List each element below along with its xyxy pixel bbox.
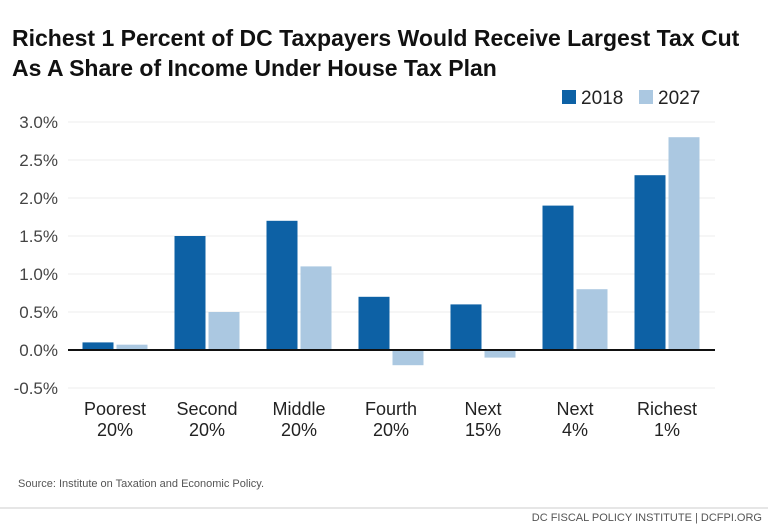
x-tick-label: Second: [176, 399, 237, 419]
bar-2018: [358, 296, 390, 350]
x-tick-label: Middle: [272, 399, 325, 419]
bar-2027: [668, 137, 700, 350]
bar-2018: [634, 175, 666, 350]
footer-credit: DC FISCAL POLICY INSTITUTE | DCFPI.ORG: [532, 512, 762, 524]
x-tick-label: 20%: [97, 420, 133, 440]
legend: 2018 2027: [562, 88, 700, 109]
bar-2018: [174, 236, 206, 350]
bar-2027: [116, 344, 148, 350]
bar-2027: [392, 350, 424, 366]
chart-title-line-1: Richest 1 Percent of DC Taxpayers Would …: [12, 25, 740, 51]
bar-2018: [266, 220, 298, 350]
y-tick-label: 1.0%: [19, 265, 58, 284]
bar-2027: [300, 266, 332, 350]
x-tick-label: 20%: [189, 420, 225, 440]
bar-2018: [82, 342, 114, 350]
legend-label-2018: 2018: [581, 88, 623, 109]
x-tick-label: 20%: [281, 420, 317, 440]
chart-title-line-2: As A Share of Income Under House Tax Pla…: [12, 55, 497, 81]
bar-2018: [450, 304, 482, 350]
y-tick-label: 0.0%: [19, 341, 58, 360]
y-tick-label: 0.5%: [19, 303, 58, 322]
legend-label-2027: 2027: [658, 88, 700, 109]
bar-2027: [484, 350, 516, 358]
x-tick-label: Next: [556, 399, 593, 419]
bar-2027: [576, 289, 608, 350]
y-tick-label: -0.5%: [14, 379, 58, 398]
x-tick-label: 1%: [654, 420, 680, 440]
x-tick-label: Richest: [637, 399, 697, 419]
x-tick-label: Poorest: [84, 399, 146, 419]
legend-swatch-2018: [562, 90, 576, 104]
x-tick-label: 15%: [465, 420, 501, 440]
x-tick-label: 4%: [562, 420, 588, 440]
y-tick-label: 2.5%: [19, 151, 58, 170]
x-tick-label: Next: [464, 399, 501, 419]
x-tick-label: 20%: [373, 420, 409, 440]
y-tick-label: 3.0%: [19, 113, 58, 132]
bar-2027: [208, 312, 240, 350]
x-tick-label: Fourth: [365, 399, 417, 419]
bar-2018: [542, 205, 574, 350]
y-tick-label: 1.5%: [19, 227, 58, 246]
y-tick-label: 2.0%: [19, 189, 58, 208]
legend-swatch-2027: [639, 90, 653, 104]
source-note: Source: Institute on Taxation and Econom…: [18, 478, 264, 490]
